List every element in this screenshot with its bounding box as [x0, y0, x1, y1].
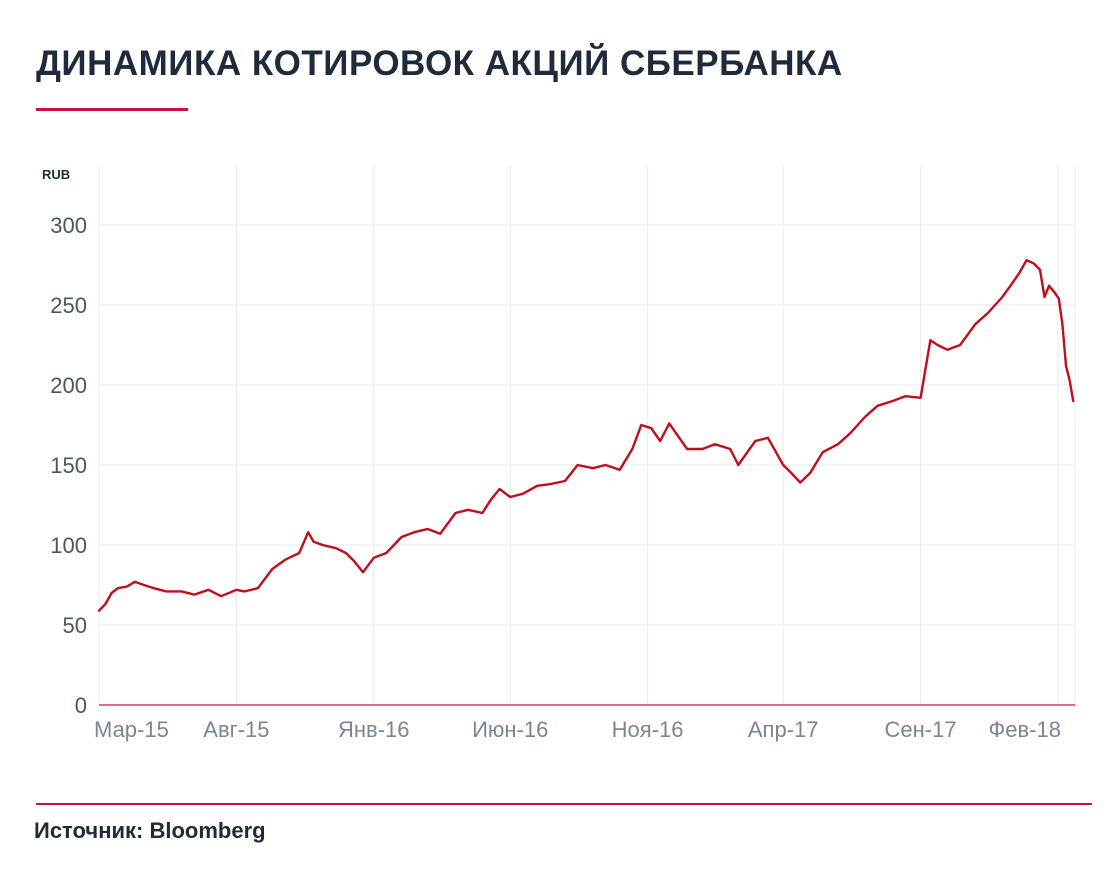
x-tick-label: Сен-17: [885, 717, 957, 742]
x-tick-label: Июн-16: [472, 717, 548, 742]
grid-lines: [98, 165, 1076, 705]
y-tick-label: 0: [75, 693, 87, 718]
source-note: Источник: Bloomberg: [34, 818, 266, 843]
x-tick-label: Авг-15: [203, 717, 269, 742]
price-series-line: [97, 259, 1075, 612]
x-tick-label: Мар-15: [94, 717, 169, 742]
x-tick-label: Фев-18: [988, 717, 1060, 742]
y-axis-unit-label: RUB: [42, 167, 70, 182]
y-tick-label: 300: [50, 213, 87, 238]
title-underline: [36, 108, 188, 111]
y-axis-ticks: 0 50 100 150 200 250 300: [50, 213, 87, 718]
footer-divider: [36, 803, 1092, 805]
y-tick-label: 150: [50, 453, 87, 478]
x-axis-ticks: Мар-15 Авг-15 Янв-16 Июн-16 Ноя-16 Апр-17 Сен-…: [94, 717, 1061, 742]
x-tick-label: Апр-17: [748, 717, 819, 742]
page-title: ДИНАМИКА КОТИРОВОК АКЦИЙ СБЕРБАНКА: [36, 44, 843, 83]
y-tick-label: 250: [50, 293, 87, 318]
y-tick-label: 200: [50, 373, 87, 398]
y-tick-label: 100: [50, 533, 87, 558]
x-tick-label: Янв-16: [338, 717, 410, 742]
price-chart: RUB 0 50 100 150 200 250 300 Мар-15 Авг-15 Янв-1…: [42, 165, 1076, 742]
x-tick-label: Ноя-16: [612, 717, 684, 742]
y-tick-label: 50: [63, 613, 87, 638]
